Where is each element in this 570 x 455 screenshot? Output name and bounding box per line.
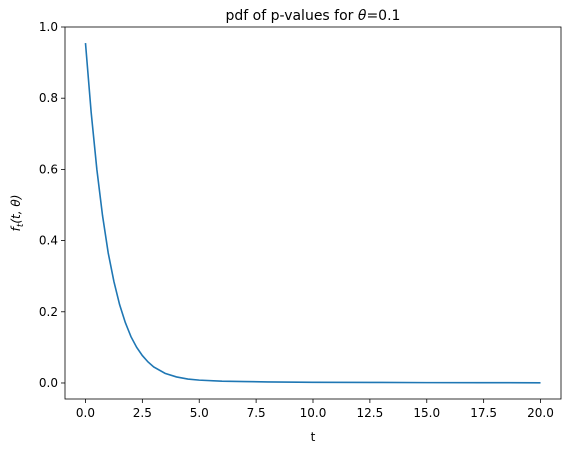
x-tick-label: 15.0	[413, 406, 440, 420]
x-tick-label: 17.5	[470, 406, 497, 420]
y-tick-label: 0.0	[39, 376, 58, 390]
y-tick-label: 0.2	[39, 305, 58, 319]
plot-frame	[64, 26, 562, 400]
y-tick-label: 1.0	[39, 20, 58, 34]
y-tick-label: 0.4	[39, 234, 58, 248]
x-tick-label: 2.5	[133, 406, 152, 420]
x-tick-label: 10.0	[300, 406, 327, 420]
y-axis-label: ft(t, θ)	[9, 195, 26, 232]
chart-title: pdf of p-values for θ=0.1	[226, 8, 401, 24]
x-tick-label: 12.5	[357, 406, 384, 420]
x-axis-ticks: 0.0 2.5 5.0 7.5 10.0 12.5 15.0 17.5 20.0	[76, 399, 554, 420]
y-tick-label: 0.8	[39, 91, 58, 105]
series-line	[84, 42, 541, 384]
plot-area	[65, 27, 561, 399]
x-tick-label: 20.0	[527, 406, 554, 420]
y-axis-ticks: 0.0 0.2 0.4 0.6 0.8 1.0	[39, 20, 65, 390]
x-tick-label: 5.0	[190, 406, 209, 420]
x-tick-label: 0.0	[76, 406, 95, 420]
x-axis-label: t	[311, 430, 316, 444]
y-tick-label: 0.6	[39, 162, 58, 176]
x-tick-label: 7.5	[247, 406, 266, 420]
